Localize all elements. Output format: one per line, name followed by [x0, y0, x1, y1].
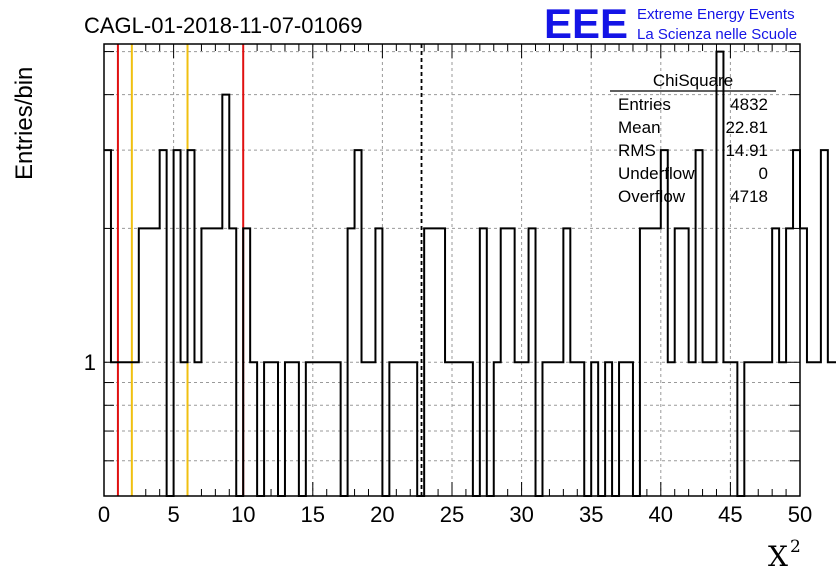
stats-rms-label: RMS	[618, 141, 656, 160]
x-tick-label: 10	[231, 502, 255, 527]
stats-rms-value: 14.91	[725, 141, 768, 160]
x-tick-label: 50	[788, 502, 812, 527]
x-tick-label: 0	[98, 502, 110, 527]
x-tick-label: 35	[579, 502, 603, 527]
logo-line-2: La Scienza nelle Scuole	[637, 26, 797, 43]
logo-line-1: Extreme Energy Events	[637, 6, 795, 23]
stats-underflow-label: Underflow	[618, 164, 695, 183]
x-axis-label: X 2	[768, 537, 801, 572]
x-tick-label: 25	[440, 502, 464, 527]
stats-box: ChiSquare Entries 4832 Mean 22.81 RMS 14…	[610, 71, 776, 206]
x-tick-label: 30	[509, 502, 533, 527]
x-tick-label: 20	[370, 502, 394, 527]
plot-frame	[103, 43, 801, 497]
x-tick-label: 5	[167, 502, 179, 527]
x-tick-label: 15	[301, 502, 325, 527]
stats-entries-value: 4832	[730, 95, 768, 114]
eee-logo: EEE Extreme Energy Events La Scienza nel…	[544, 0, 797, 47]
axis-ticks	[103, 44, 801, 496]
y-tick-labels: 1	[84, 350, 96, 375]
y-axis-label: Entries/bin	[11, 67, 38, 180]
x-axis-label-main: X	[768, 540, 788, 572]
histogram-series	[104, 50, 836, 497]
stats-title: ChiSquare	[653, 71, 733, 90]
stats-mean-label: Mean	[618, 118, 661, 137]
chart-title: CAGL-01-2018-11-07-01069	[84, 13, 362, 38]
logo-eee: EEE	[544, 0, 628, 47]
stats-overflow-label: Overflow	[618, 187, 686, 206]
stats-underflow-value: 0	[759, 164, 768, 183]
histogram-line	[104, 50, 836, 497]
stats-entries-label: Entries	[618, 95, 671, 114]
stats-overflow-value: 4718	[730, 187, 768, 206]
x-tick-label: 40	[649, 502, 673, 527]
x-tick-labels: 0 5 10 15 20 25 30 35 40 45 50	[98, 502, 812, 527]
x-axis-label-sup: 2	[790, 537, 801, 557]
stats-mean-value: 22.81	[725, 118, 768, 137]
y-tick-label: 1	[84, 350, 96, 375]
x-tick-label: 45	[718, 502, 742, 527]
